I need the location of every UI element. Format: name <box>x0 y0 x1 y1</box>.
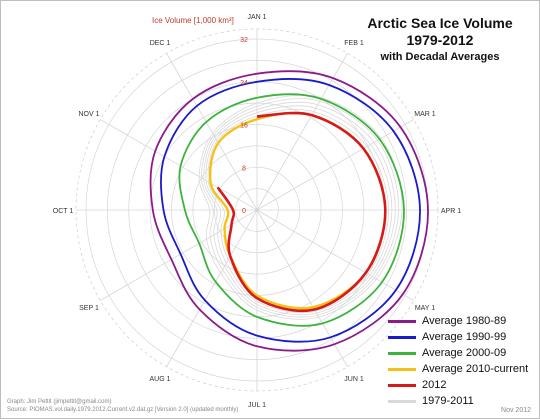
month-label: FEB 1 <box>344 40 364 47</box>
series-line-average-1980-89 <box>149 70 429 352</box>
radial-tick-label: 0 <box>242 208 246 215</box>
radial-tick-label: 32 <box>240 37 248 44</box>
radial-tick-label: 16 <box>240 123 248 130</box>
footer-credit: Graph: Jim Pettit (jimpettit@gmail.com) … <box>7 398 238 414</box>
legend-swatch <box>388 335 416 339</box>
month-label: JAN 1 <box>247 14 266 21</box>
legend-item: Average 1980-89 <box>388 313 528 329</box>
legend-item: Average 1990-99 <box>388 329 528 345</box>
series-line-average-1990-99 <box>159 78 421 343</box>
month-label: MAR 1 <box>414 111 436 118</box>
title-line-2: 1979-2012 <box>406 32 474 48</box>
month-label: NOV 1 <box>78 111 99 118</box>
legend-label: 1979-2011 <box>422 395 474 407</box>
footer-source-line: Source: PIOMAS.vol.daily.1979.2012.Curre… <box>7 407 239 413</box>
month-label: SEP 1 <box>79 305 99 312</box>
month-label: AUG 1 <box>149 376 170 383</box>
legend-item: 1979-2011 <box>388 393 528 409</box>
series-line-1979-2011 <box>200 98 400 318</box>
chart-title: Arctic Sea Ice Volume 1979-2012 with Dec… <box>355 15 525 65</box>
legend-item: 2012 <box>388 377 528 393</box>
legend-label: Average 2000-09 <box>422 347 507 359</box>
legend-swatch <box>388 351 416 355</box>
radial-tick-label: 24 <box>240 80 248 87</box>
series-line-1979-2011 <box>205 105 393 313</box>
grid-spoke <box>100 119 258 211</box>
month-label: JUL 1 <box>248 402 266 409</box>
radial-axis-title: Ice Volume [1,000 km³] <box>152 16 234 25</box>
legend-swatch <box>388 367 416 371</box>
month-label: DEC 1 <box>150 40 171 47</box>
legend-item: Average 2010-current <box>388 361 528 377</box>
grid-spoke <box>166 209 258 367</box>
grid-spoke <box>256 209 348 367</box>
legend-swatch <box>388 383 416 387</box>
month-label: JUN 1 <box>344 376 364 383</box>
month-label: APR 1 <box>441 208 461 215</box>
grid-spoke <box>100 209 258 301</box>
series-line-1979-2011 <box>198 94 403 320</box>
grid-spoke <box>256 209 414 301</box>
grid-spoke <box>166 53 258 211</box>
legend-label: Average 1990-99 <box>422 331 507 343</box>
title-line-1: Arctic Sea Ice Volume <box>367 15 513 31</box>
grid-spoke <box>256 119 414 211</box>
legend-item: Average 2000-09 <box>388 345 528 361</box>
legend: Average 1980-89 Average 1990-99 Average 20… <box>388 313 528 409</box>
legend-label: Average 1980-89 <box>422 315 507 327</box>
month-label: MAY 1 <box>415 305 435 312</box>
legend-swatch <box>388 399 416 403</box>
month-label: OCT 1 <box>53 208 74 215</box>
legend-label: 2012 <box>422 379 447 391</box>
radial-tick-label: 8 <box>242 165 246 172</box>
series-line-1979-2011 <box>203 101 396 316</box>
grid-spoke <box>256 53 348 211</box>
series-line-2012 <box>216 111 387 313</box>
polar-grid <box>75 28 439 392</box>
legend-label: Average 2010-current <box>422 363 529 375</box>
series-line-average-2000-09 <box>178 93 405 327</box>
footer-date: Nov 2012 <box>501 407 531 414</box>
footer-credit-line: Graph: Jim Pettit (jimpettit@gmail.com) <box>7 399 112 405</box>
title-line-3: with Decadal Averages <box>380 51 500 63</box>
label-layer: JAN 1 FEB 1 MAR 1 APR 1 MAY 1 JUN 1 JUL 1 AUG 1… <box>53 14 461 409</box>
series-layer <box>149 70 429 352</box>
legend-swatch <box>388 319 416 323</box>
